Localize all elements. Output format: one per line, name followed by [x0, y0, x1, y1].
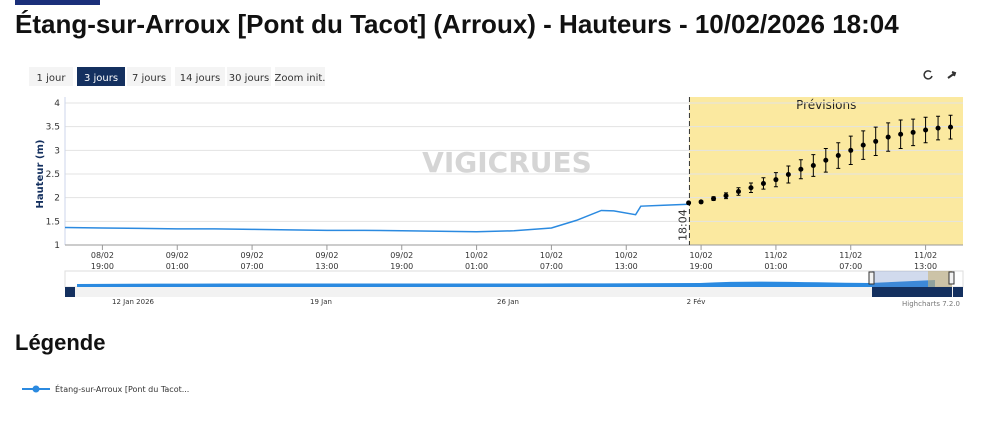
forecast-point: [711, 196, 717, 202]
forecast-point: [860, 142, 866, 148]
range-button[interactable]: [29, 67, 73, 86]
forecast-point: [736, 189, 741, 195]
forecast-point: [923, 127, 929, 133]
scrollbar-right[interactable]: [953, 287, 963, 297]
forecast-point: [885, 134, 891, 140]
range-button[interactable]: [227, 67, 271, 86]
x-tick-label: 09/02 07:00: [241, 251, 264, 271]
y-tick-label: 3: [54, 146, 60, 156]
scrollbar-left[interactable]: [65, 287, 75, 297]
scrollbar-track: [65, 287, 963, 297]
forecast-band-label: Prévisions: [796, 98, 856, 112]
range-button[interactable]: [175, 67, 225, 86]
navigator-forecast: [928, 271, 952, 287]
legend-symbol-dot[interactable]: [32, 385, 40, 393]
now-label: 18:04: [676, 209, 689, 241]
forecast-point: [873, 138, 879, 144]
range-button-label[interactable]: 3 jours: [84, 73, 118, 84]
range-button-label[interactable]: Zoom init.: [274, 73, 325, 84]
legend-label[interactable]: Étang-sur-Arroux [Pont du Tacot...: [55, 383, 189, 394]
y-tick-label: 2: [54, 194, 60, 204]
range-buttons: 1 jour 3 jours 7 jours 14 jours 30 jours Zoom…: [29, 67, 326, 86]
forecast-point: [760, 180, 766, 186]
forecast-point: [823, 157, 829, 163]
navigator-label: 19 Jan: [310, 298, 332, 306]
y-tick-label: 3.5: [46, 123, 60, 133]
forecast-point: [686, 200, 692, 206]
legend-heading: Légende: [15, 330, 105, 355]
x-tick-label: 10/02 19:00: [690, 251, 713, 271]
y-axis-title: Hauteur (m): [35, 140, 46, 209]
x-tick-label: 10/02 07:00: [540, 251, 563, 271]
x-tick-label: 10/02 13:00: [615, 251, 638, 271]
x-tick-label: 09/02 01:00: [166, 251, 189, 271]
x-tick-label: 11/02 13:00: [914, 251, 937, 271]
y-tick-label: 4: [54, 99, 60, 109]
y-tick-label: 2.5: [46, 170, 60, 180]
range-button[interactable]: [77, 67, 125, 86]
navigator-handle[interactable]: [868, 271, 875, 285]
x-tick-label: 08/02 19:00: [91, 251, 114, 271]
reload-icon[interactable]: [923, 70, 933, 80]
observed-line: [64, 203, 689, 233]
forecast-point: [773, 177, 779, 183]
share-icon[interactable]: [947, 71, 957, 79]
forecast-point: [698, 199, 704, 205]
forecast-point: [848, 147, 854, 153]
scrollbar-thumb[interactable]: [872, 287, 952, 297]
y-tick-label: 1: [54, 241, 60, 251]
forecast-point: [810, 162, 816, 168]
forecast-point: [798, 166, 804, 172]
navigator-label: 26 Jan: [497, 298, 519, 306]
forecast-point: [835, 153, 841, 159]
forecast-point: [723, 193, 729, 199]
navigator-handle[interactable]: [948, 271, 955, 285]
range-button[interactable]: [275, 67, 325, 86]
page-title: Étang-sur-Arroux [Pont du Tacot] (Arroux…: [15, 9, 899, 39]
x-tick-label: 11/02 07:00: [839, 251, 862, 271]
x-tick-label: 11/02 01:00: [764, 251, 787, 271]
credits: Highcharts 7.2.0: [902, 300, 960, 308]
range-button-label[interactable]: 7 jours: [132, 73, 166, 84]
navigator-label: 2 Fév: [687, 298, 706, 306]
range-button-label[interactable]: 30 jours: [229, 73, 269, 84]
forecast-point: [898, 131, 904, 137]
forecast-point: [748, 185, 754, 191]
y-tick-label: 1.5: [46, 217, 60, 227]
x-tick-label: 10/02 01:00: [465, 251, 488, 271]
navigator-label: 12 Jan 2026: [112, 298, 155, 306]
export-icons[interactable]: [923, 70, 957, 80]
x-tick-label: 09/02 19:00: [390, 251, 413, 271]
forecast-point: [935, 125, 941, 131]
range-button-label[interactable]: 14 jours: [180, 73, 220, 84]
header-bar: [15, 0, 100, 5]
x-tick-label: 09/02 13:00: [315, 251, 338, 271]
range-button-label[interactable]: 1 jour: [37, 73, 67, 84]
range-button[interactable]: [127, 67, 171, 86]
forecast-point: [910, 129, 916, 135]
navigator-area: [77, 280, 935, 287]
forecast-point: [785, 171, 791, 177]
forecast-point: [948, 124, 954, 130]
